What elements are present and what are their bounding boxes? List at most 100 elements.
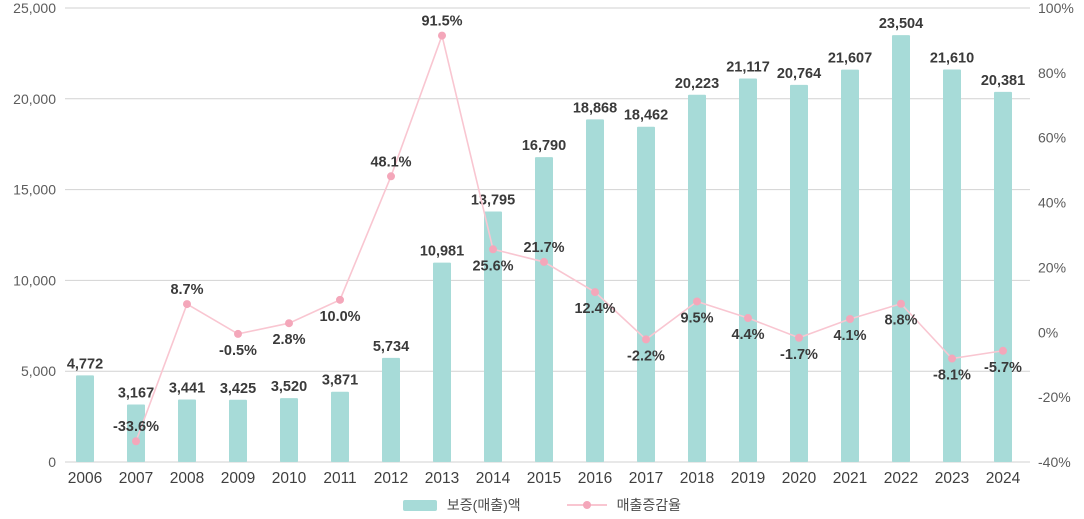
bar — [841, 69, 859, 462]
line-point — [999, 346, 1007, 355]
bar — [484, 211, 502, 462]
x-axis-label: 2020 — [782, 470, 817, 487]
bar — [76, 375, 94, 462]
bar — [127, 404, 145, 462]
x-axis-label: 2019 — [731, 470, 765, 487]
bar-legend-swatch-icon — [402, 499, 437, 511]
bar — [790, 84, 808, 463]
x-axis-label: 2021 — [833, 470, 867, 487]
bar-value-label: 13,795 — [471, 192, 515, 208]
y-axis-right-label: -20% — [1038, 389, 1071, 405]
pct-label: -8.1% — [933, 368, 971, 384]
pct-label: 10.0% — [319, 309, 360, 325]
y-axis-right-label: 100% — [1038, 0, 1074, 16]
line-point — [693, 297, 701, 306]
bar-value-label: 3,167 — [118, 385, 154, 401]
line-point — [132, 437, 140, 446]
bar-value-label: 23,504 — [879, 16, 923, 32]
bar — [280, 398, 298, 462]
x-axis-label: 2010 — [272, 470, 307, 487]
bar-value-label: 5,734 — [373, 339, 409, 355]
bar-value-label: 21,117 — [726, 60, 770, 76]
line-point — [183, 300, 191, 309]
bar-value-label: 10,981 — [420, 244, 464, 260]
bar-value-label: 21,607 — [828, 51, 872, 67]
x-axis-label: 2008 — [170, 470, 204, 487]
x-axis-label: 2011 — [323, 470, 356, 487]
pct-label: -33.6% — [113, 419, 159, 435]
line-point — [897, 299, 905, 308]
bar — [433, 262, 451, 462]
legend-item-bar-series: 보증(매출)액 — [402, 495, 521, 515]
pct-label: 8.7% — [170, 282, 203, 298]
bar — [994, 91, 1012, 462]
bar — [331, 391, 349, 462]
pct-label: 25.6% — [472, 258, 513, 274]
pct-label: -0.5% — [219, 343, 257, 359]
pct-label: -2.2% — [627, 348, 665, 364]
line-point — [846, 314, 854, 323]
line-point — [540, 257, 548, 266]
x-axis-label: 2016 — [578, 470, 612, 487]
pct-label: 12.4% — [574, 301, 615, 317]
line-point — [642, 335, 650, 344]
x-axis-label: 2024 — [986, 470, 1021, 487]
pct-label: -5.7% — [984, 360, 1022, 376]
line-legend-swatch-icon — [566, 500, 607, 510]
bar — [943, 69, 961, 462]
bar-legend-label: 보증(매출)액 — [446, 497, 521, 513]
pct-label: 21.7% — [523, 240, 564, 256]
x-axis-label: 2012 — [374, 470, 408, 487]
line-point — [948, 354, 956, 363]
bar-value-label: 18,868 — [573, 100, 617, 116]
y-axis-right-label: 80% — [1038, 65, 1066, 81]
pct-label: 8.8% — [884, 313, 917, 329]
y-axis-left-label: 25,000 — [13, 0, 56, 16]
y-axis-left-label: 10,000 — [13, 272, 56, 288]
line-point — [336, 295, 344, 304]
bar-value-label: 20,381 — [981, 73, 1025, 89]
x-axis-label: 2014 — [476, 470, 511, 487]
bar — [688, 94, 706, 463]
x-axis-label: 2017 — [629, 470, 663, 487]
pct-label: 9.5% — [680, 310, 713, 326]
bar-value-label: 20,764 — [777, 66, 821, 82]
bar-value-label: 3,425 — [220, 381, 256, 397]
pct-label: 4.1% — [833, 328, 866, 344]
bar — [382, 357, 400, 462]
x-axis-label: 2022 — [884, 470, 918, 487]
y-axis-left-label: 15,000 — [13, 182, 56, 198]
y-axis-right-label: 20% — [1038, 259, 1066, 275]
x-axis-label: 2006 — [68, 470, 102, 487]
bar — [892, 35, 910, 462]
line-point — [744, 314, 752, 323]
bar — [535, 157, 553, 462]
line-point — [795, 333, 803, 342]
bar — [739, 78, 757, 462]
line-point — [234, 329, 242, 338]
bar-value-label: 3,871 — [322, 373, 358, 389]
bar — [229, 399, 247, 462]
y-axis-right-label: 0% — [1038, 324, 1058, 340]
pct-label: 2.8% — [272, 332, 305, 348]
bar-value-label: 4,772 — [67, 356, 103, 372]
pct-label: -1.7% — [780, 347, 818, 363]
x-axis-label: 2015 — [527, 470, 561, 487]
x-axis-label: 2013 — [425, 470, 459, 487]
bar-value-label: 3,441 — [169, 381, 205, 397]
y-axis-left-label: 5,000 — [21, 363, 56, 379]
line-point — [591, 288, 599, 297]
pct-label: 4.4% — [731, 327, 764, 343]
line-point — [387, 172, 395, 181]
x-axis-label: 2018 — [680, 470, 714, 487]
line-point — [489, 245, 497, 254]
line-point — [438, 31, 446, 40]
growth-rate-line — [135, 32, 1004, 442]
x-axis-label: 2007 — [119, 470, 153, 487]
chart-legend: 보증(매출)액 매출증감율 — [0, 495, 1084, 515]
bar-value-label: 21,610 — [930, 51, 974, 67]
line-legend-label: 매출증감율 — [616, 497, 682, 513]
